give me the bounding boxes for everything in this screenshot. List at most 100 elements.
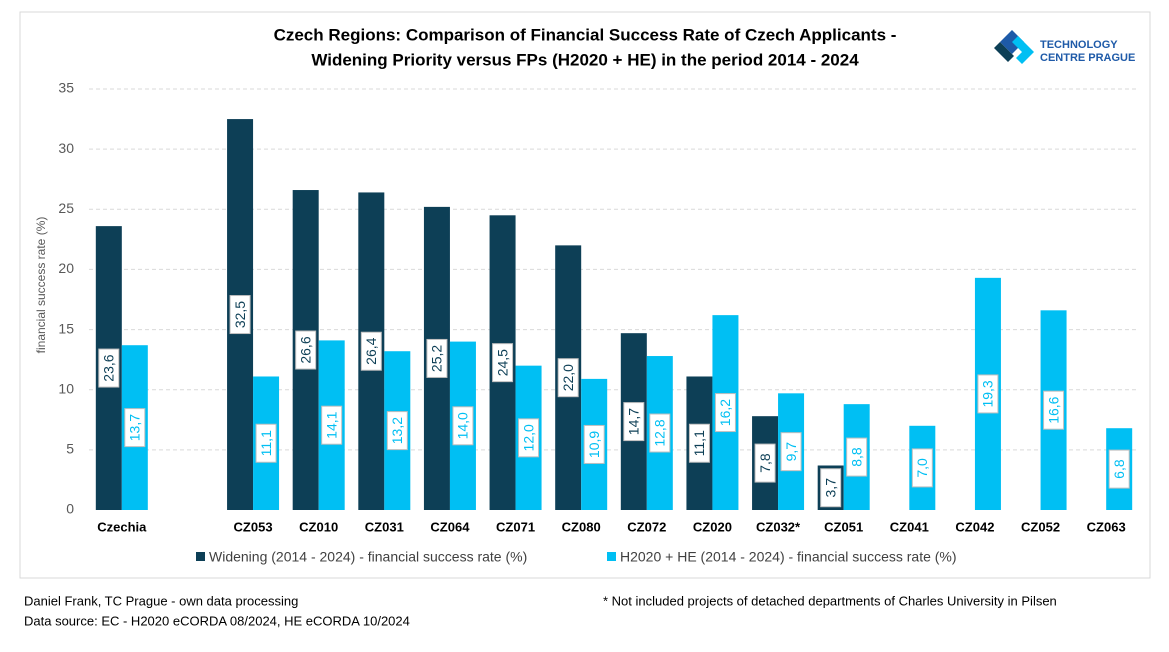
value-label-text: 9,7 [783,442,799,462]
x-tick-label: CZ052 [1021,519,1060,534]
value-label-box [426,338,448,378]
legend-swatch [607,552,616,561]
y-tick-label: 20 [58,260,74,276]
legend-label: H2020 + HE (2014 - 2024) - financial suc… [620,549,957,565]
value-label-text: 8,8 [848,447,864,467]
value-label: 26,6 [295,330,317,370]
value-label: 24,5 [492,343,514,383]
chart-title: Widening Priority versus FPs (H2020 + HE… [311,50,859,69]
value-label-text: 23,6 [101,354,117,381]
value-label: 11,1 [255,423,277,463]
value-label-box [649,413,671,453]
x-tick-label: CZ072 [627,519,666,534]
value-label-box [492,343,514,383]
x-tick-label: CZ080 [562,519,601,534]
value-label-text: 6,8 [1111,459,1127,479]
x-tick-label: Czechia [97,519,147,534]
logo: TECHNOLOGY CENTRE PRAGUE [994,30,1135,64]
value-label-box [124,408,146,448]
y-axis-label: financial success rate (%) [34,217,48,354]
x-tick-label: CZ010 [299,519,338,534]
value-label-text: 24,5 [494,349,510,376]
x-tick-label: CZ020 [693,519,732,534]
value-label-box [255,423,277,463]
value-label-box [623,402,645,442]
value-label-text: 22,0 [560,364,576,391]
logo-text: CENTRE PRAGUE [1040,52,1135,64]
value-label-text: 26,4 [363,337,379,364]
value-label-box [321,405,343,445]
chart-title: Czech Regions: Comparison of Financial S… [274,25,897,44]
value-label-box [688,423,710,463]
value-label-text: 16,6 [1045,396,1061,423]
value-label-box [295,330,317,370]
value-label-text: 14,0 [455,412,471,439]
value-label-text: 13,7 [127,414,143,441]
value-label-text: 11,1 [258,430,274,456]
footer-note: * Not included projects of detached depa… [603,593,1057,608]
value-label-box [452,406,474,446]
x-tick-label: CZ064 [430,519,470,534]
value-label: 12,8 [649,413,671,453]
value-label-box [229,295,251,335]
value-label: 7,0 [911,448,933,488]
value-label-text: 14,1 [323,411,339,438]
value-label-box [714,393,736,433]
value-label: 25,2 [426,338,448,378]
value-label: 14,0 [452,406,474,446]
legend-label: Widening (2014 - 2024) - financial succe… [209,549,527,565]
footer-source: Data source: EC - H2020 eCORDA 08/2024, … [24,613,410,628]
y-tick-label: 0 [66,501,74,517]
y-tick-label: 35 [58,80,74,96]
value-label: 3,7 [820,468,842,508]
value-label-text: 12,0 [520,424,536,451]
value-label-box [360,331,382,371]
value-label: 26,4 [360,331,382,371]
value-label-box [780,432,802,472]
value-label: 7,8 [754,443,776,483]
value-label: 8,8 [846,437,868,477]
value-label: 23,6 [98,348,120,388]
x-tick-label: CZ063 [1087,519,1126,534]
value-label-text: 19,3 [980,380,996,407]
value-label-text: 10,9 [586,431,602,458]
value-label-text: 26,6 [297,336,313,363]
value-label-text: 12,8 [652,419,668,446]
x-tick-label: CZ042 [955,519,994,534]
y-tick-label: 15 [58,320,74,336]
x-tick-label: CZ032* [756,519,801,534]
value-label-text: 13,2 [389,417,405,444]
y-tick-label: 5 [66,441,74,457]
footer-author: Daniel Frank, TC Prague - own data proce… [24,593,298,608]
logo-icon [994,42,1014,62]
value-label-box [846,437,868,477]
y-tick-label: 10 [58,380,74,396]
x-tick-label: CZ071 [496,519,535,534]
value-label-box [98,348,120,388]
value-label-box [1043,390,1065,430]
value-label-box [557,358,579,398]
value-label: 9,7 [780,432,802,472]
value-label: 10,9 [583,424,605,464]
logo-text: TECHNOLOGY [1040,39,1118,51]
value-label-text: 11,1 [691,430,707,456]
value-label: 19,3 [977,374,999,414]
value-label: 12,0 [518,418,540,458]
logo-icon [1012,36,1034,64]
value-label-text: 32,5 [232,301,248,328]
value-label: 14,1 [321,405,343,445]
value-label-text: 7,8 [757,453,773,473]
y-tick-label: 30 [58,140,74,156]
value-label: 13,7 [124,408,146,448]
value-label-text: 7,0 [914,458,930,478]
value-label: 11,1 [688,423,710,463]
x-tick-label: CZ051 [824,519,863,534]
value-label: 13,2 [386,411,408,451]
value-label: 22,0 [557,358,579,398]
x-tick-label: CZ031 [365,519,404,534]
value-label-text: 3,7 [822,478,838,498]
value-label-box [583,424,605,464]
value-label-box [754,443,776,483]
